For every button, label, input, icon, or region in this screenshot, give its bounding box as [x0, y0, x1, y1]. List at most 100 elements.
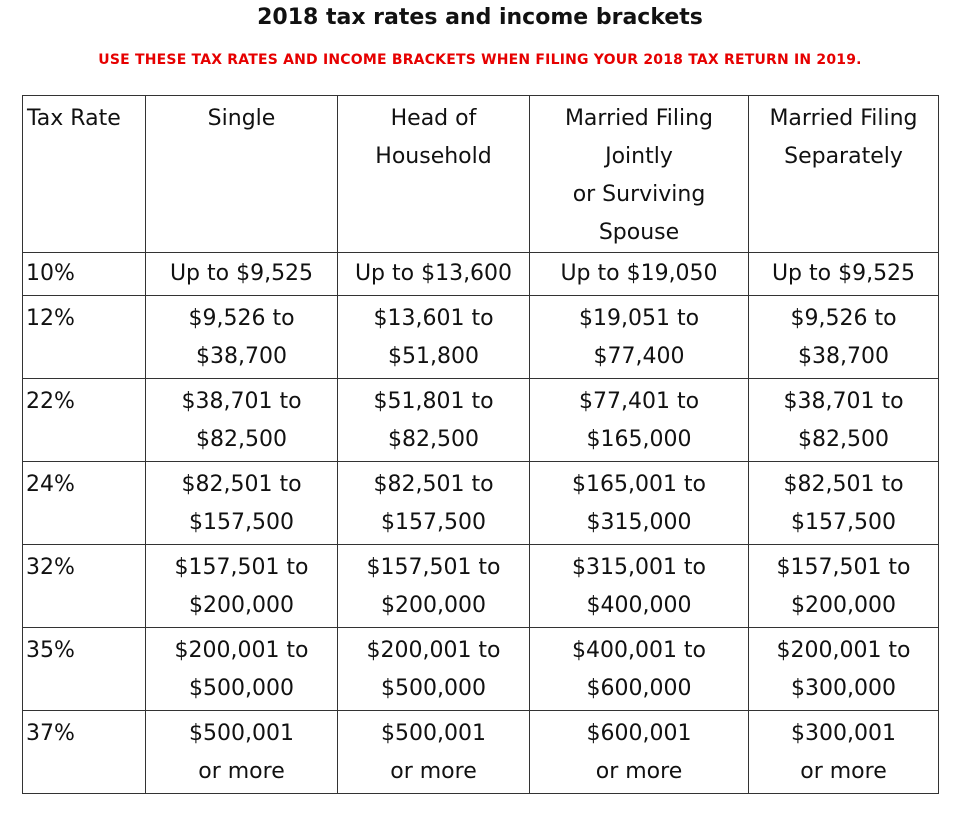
page-title: 2018 tax rates and income brackets: [257, 5, 703, 30]
cell-line: Up to $9,525: [169, 261, 314, 286]
head-of-household-cell: $51,801 to $82,500: [337, 378, 530, 462]
cell-line: $200,001 to: [174, 638, 309, 663]
cell-line: $200,001 to: [366, 638, 501, 663]
header-head-of-household: Head of Household: [337, 95, 530, 253]
cell-line: $157,500: [791, 510, 896, 535]
header-tax-rate: Tax Rate: [22, 95, 146, 253]
single-cell: $157,501 to $200,000: [145, 544, 338, 628]
header-line: Married Filing: [769, 106, 918, 131]
cell-line: $157,500: [381, 510, 486, 535]
cell-line: or more: [390, 759, 477, 784]
tax-rate-cell: 24%: [22, 461, 146, 545]
cell-line: or more: [595, 759, 683, 784]
tax-rate-cell: 32%: [22, 544, 146, 628]
married-separately-cell: $82,501 to $157,500: [748, 461, 939, 545]
cell-line: $315,001 to: [571, 555, 707, 580]
tax-rate-cell: 37%: [22, 710, 146, 794]
head-of-household-cell: $157,501 to $200,000: [337, 544, 530, 628]
cell-line: $500,001: [381, 721, 486, 746]
cell-line: $500,000: [381, 676, 486, 701]
cell-line: $500,001: [189, 721, 294, 746]
cell-line: or more: [800, 759, 887, 784]
tax-brackets-table: Tax Rate Single Head of Household Marrie…: [22, 95, 939, 794]
tax-rate-cell: 10%: [22, 252, 146, 296]
married-separately-cell: $9,526 to $38,700: [748, 295, 939, 379]
cell-line: $82,500: [798, 427, 889, 452]
cell-line: $77,401 to: [578, 389, 700, 414]
tax-rate-cell: 12%: [22, 295, 146, 379]
cell-line: Up to $13,600: [354, 261, 513, 286]
cell-line: $38,701 to: [783, 389, 904, 414]
married-jointly-cell: $19,051 to $77,400: [529, 295, 749, 379]
cell-line: $82,501 to: [181, 472, 302, 497]
cell-line: Up to $19,050: [560, 261, 718, 286]
table-row: 22% $38,701 to $82,500 $51,801 to $82,50…: [22, 378, 939, 462]
table-header-row: Tax Rate Single Head of Household Marrie…: [22, 95, 939, 253]
table-row: 32% $157,501 to $200,000 $157,501 to $20…: [22, 544, 939, 628]
married-separately-cell: $300,001 or more: [748, 710, 939, 794]
cell-line: $38,701 to: [181, 389, 302, 414]
header-line: Tax Rate: [27, 106, 121, 131]
cell-line: $157,501 to: [776, 555, 911, 580]
header-line: Single: [207, 106, 276, 131]
cell-line: $51,801 to: [373, 389, 494, 414]
single-cell: $200,001 to $500,000: [145, 627, 338, 711]
married-jointly-cell: Up to $19,050: [529, 252, 749, 296]
cell-line: $165,001 to: [571, 472, 707, 497]
cell-line: $38,700: [798, 344, 889, 369]
header-line: Household: [375, 144, 492, 169]
cell-line: $51,800: [388, 344, 479, 369]
single-cell: $82,501 to $157,500: [145, 461, 338, 545]
married-separately-cell: $38,701 to $82,500: [748, 378, 939, 462]
cell-line: Up to $9,525: [771, 261, 916, 286]
cell-line: $157,501 to: [366, 555, 501, 580]
married-separately-cell: Up to $9,525: [748, 252, 939, 296]
cell-line: or more: [198, 759, 285, 784]
page-subtitle: USE THESE TAX RATES AND INCOME BRACKETS …: [98, 52, 862, 68]
cell-line: $38,700: [196, 344, 287, 369]
cell-line: $157,500: [189, 510, 294, 535]
cell-line: $157,501 to: [174, 555, 309, 580]
head-of-household-cell: $500,001 or more: [337, 710, 530, 794]
header-line: Married Filing: [564, 106, 714, 131]
table-row: 24% $82,501 to $157,500 $82,501 to $157,…: [22, 461, 939, 545]
married-jointly-cell: $400,001 to $600,000: [529, 627, 749, 711]
cell-line: $77,400: [593, 344, 685, 369]
header-line: Separately: [784, 144, 903, 169]
married-jointly-cell: $77,401 to $165,000: [529, 378, 749, 462]
head-of-household-cell: $200,001 to $500,000: [337, 627, 530, 711]
cell-line: $315,000: [586, 510, 692, 535]
cell-line: $13,601 to: [373, 306, 494, 331]
single-cell: $9,526 to $38,700: [145, 295, 338, 379]
table-row: 10% Up to $9,525 Up to $13,600 Up to $19…: [22, 252, 939, 296]
cell-line: $82,500: [196, 427, 287, 452]
header-line: Jointly: [605, 144, 673, 169]
cell-line: $400,000: [586, 593, 692, 618]
married-jointly-cell: $600,001 or more: [529, 710, 749, 794]
cell-line: $500,000: [189, 676, 294, 701]
header-line: Head of: [390, 106, 477, 131]
head-of-household-cell: $13,601 to $51,800: [337, 295, 530, 379]
header-line: Spouse: [598, 220, 680, 245]
header-married-filing-jointly: Married Filing Jointly or Surviving Spou…: [529, 95, 749, 253]
cell-line: $200,000: [189, 593, 294, 618]
cell-line: $9,526 to: [188, 306, 295, 331]
cell-line: $300,000: [791, 676, 896, 701]
cell-line: $82,501 to: [373, 472, 494, 497]
cell-line: $600,001: [586, 721, 692, 746]
cell-line: $9,526 to: [790, 306, 897, 331]
cell-line: $82,501 to: [783, 472, 904, 497]
cell-line: $200,000: [791, 593, 896, 618]
cell-line: $165,000: [586, 427, 692, 452]
married-separately-cell: $157,501 to $200,000: [748, 544, 939, 628]
header-line: or Surviving: [572, 182, 706, 207]
tax-rate-cell: 22%: [22, 378, 146, 462]
cell-line: $19,051 to: [578, 306, 700, 331]
head-of-household-cell: $82,501 to $157,500: [337, 461, 530, 545]
married-jointly-cell: $165,001 to $315,000: [529, 461, 749, 545]
single-cell: $38,701 to $82,500: [145, 378, 338, 462]
cell-line: $400,001 to: [571, 638, 707, 663]
cell-line: $200,001 to: [776, 638, 911, 663]
table-row: 12% $9,526 to $38,700 $13,601 to $51,800…: [22, 295, 939, 379]
head-of-household-cell: Up to $13,600: [337, 252, 530, 296]
